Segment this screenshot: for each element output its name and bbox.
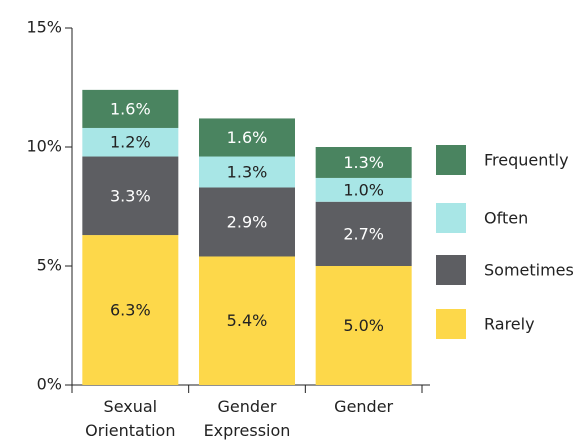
value-label: 2.9%: [227, 212, 268, 231]
bar-segment: [82, 235, 179, 385]
bar-segment: [199, 187, 295, 257]
bar-segment: [199, 118, 295, 157]
bar-segment: [315, 266, 412, 385]
y-tick-label: 0%: [37, 375, 62, 394]
bar-segment: [82, 156, 179, 236]
value-label: 1.3%: [227, 162, 268, 181]
legend-swatch: [436, 145, 466, 175]
y-tick-label: 5%: [37, 256, 62, 275]
bar-segment: [199, 256, 295, 385]
bar-segment: [315, 147, 412, 178]
value-label: 1.6%: [110, 99, 151, 118]
y-tick-label: 15%: [26, 18, 62, 37]
value-label: 1.2%: [110, 133, 151, 152]
bar-segment: [315, 177, 412, 202]
bar-segment: [199, 156, 295, 188]
value-label: 2.7%: [343, 224, 384, 243]
x-tick-label: Sexual Orientation: [85, 397, 175, 440]
value-label: 5.0%: [343, 316, 384, 335]
legend-label: Often: [484, 209, 528, 228]
value-label: 1.3%: [343, 153, 384, 172]
value-label: 1.0%: [343, 180, 384, 199]
legend-swatch: [436, 203, 466, 233]
value-label: 6.3%: [110, 301, 151, 320]
legend-label: Rarely: [484, 315, 535, 334]
bar-segment: [82, 89, 179, 128]
value-label: 3.3%: [110, 186, 151, 205]
value-label: 5.4%: [227, 311, 268, 330]
bar-segment: [82, 127, 179, 157]
legend-label: Sometimes: [484, 261, 574, 280]
legend-label: Frequently: [484, 151, 569, 170]
legend-swatch: [436, 309, 466, 339]
legend-swatch: [436, 255, 466, 285]
x-tick-label: Gender: [334, 397, 393, 416]
value-label: 1.6%: [227, 128, 268, 147]
x-tick-label: Gender Expression: [204, 397, 291, 440]
bar-segment: [315, 201, 412, 266]
y-tick-label: 10%: [26, 137, 62, 156]
